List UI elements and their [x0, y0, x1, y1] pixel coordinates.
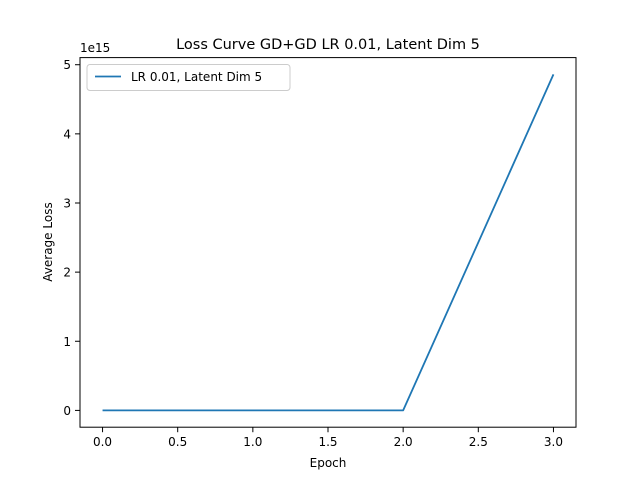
- y-tick-label: 3: [63, 196, 71, 210]
- x-tick-label: 3.0: [544, 435, 563, 449]
- series-line: [102, 74, 555, 412]
- legend-label: LR 0.01, Latent Dim 5: [131, 70, 262, 84]
- y-tick-label: 5: [63, 58, 71, 72]
- x-axis-label: Epoch: [310, 456, 347, 470]
- series-layer: [102, 74, 555, 412]
- x-tick-label: 0.0: [93, 435, 112, 449]
- legend-box: [86, 64, 291, 91]
- x-tick-label: 1.0: [243, 435, 262, 449]
- chart-title: Loss Curve GD+GD LR 0.01, Latent Dim 5: [176, 37, 480, 53]
- y-tick-label: 4: [63, 127, 71, 141]
- x-tick-label: 1.5: [318, 435, 337, 449]
- y-offset-label: 1e15: [80, 41, 110, 55]
- y-axis-label: Average Loss: [41, 202, 55, 281]
- y-axis: 0 1 2 3 4 5: [63, 58, 80, 418]
- y-tick-label: 2: [63, 266, 71, 280]
- x-tick-label: 2.5: [469, 435, 488, 449]
- y-tick-label: 1: [63, 335, 71, 349]
- x-tick-label: 0.5: [168, 435, 187, 449]
- y-tick-label: 0: [63, 404, 71, 418]
- x-tick-label: 2.0: [394, 435, 413, 449]
- x-axis: 0.0 0.5 1.0 1.5 2.0 2.5 3.0: [93, 427, 563, 449]
- legend: LR 0.01, Latent Dim 5: [86, 64, 291, 91]
